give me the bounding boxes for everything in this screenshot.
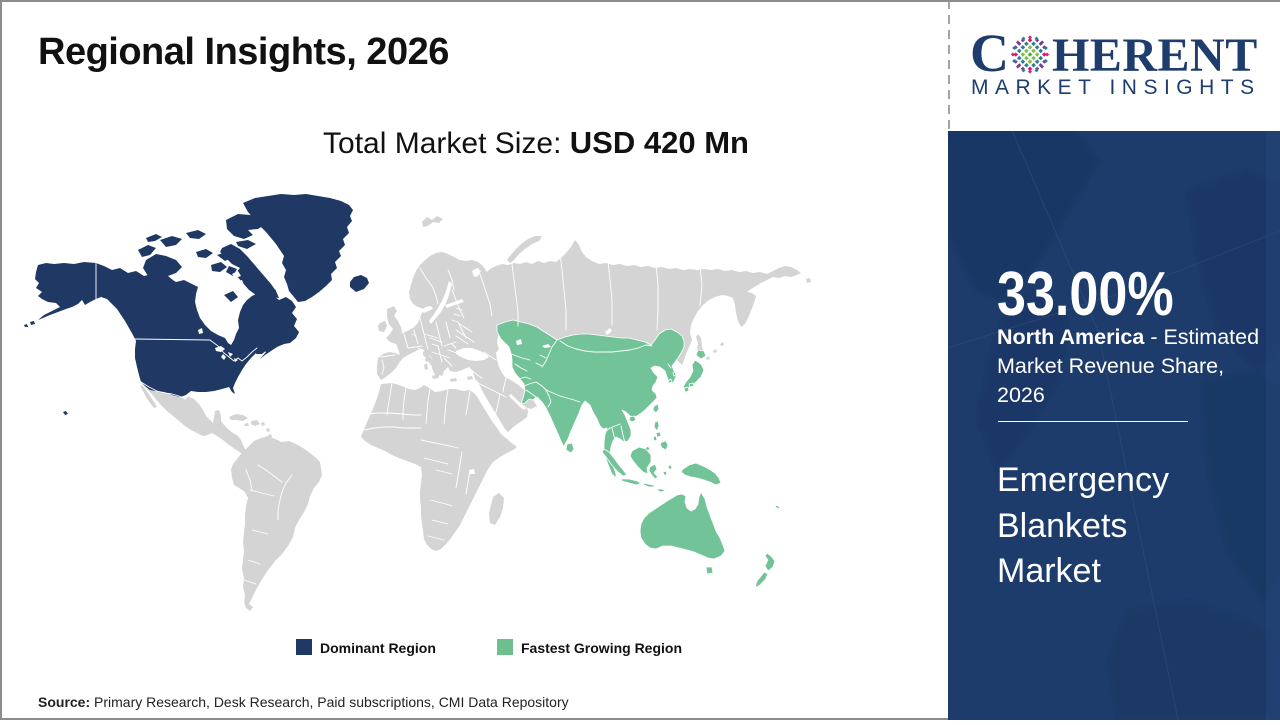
svg-text:MARKET INSIGHTS: MARKET INSIGHTS — [971, 76, 1261, 99]
svg-text:HERENT: HERENT — [1052, 29, 1258, 82]
svg-text:C: C — [970, 23, 1009, 83]
